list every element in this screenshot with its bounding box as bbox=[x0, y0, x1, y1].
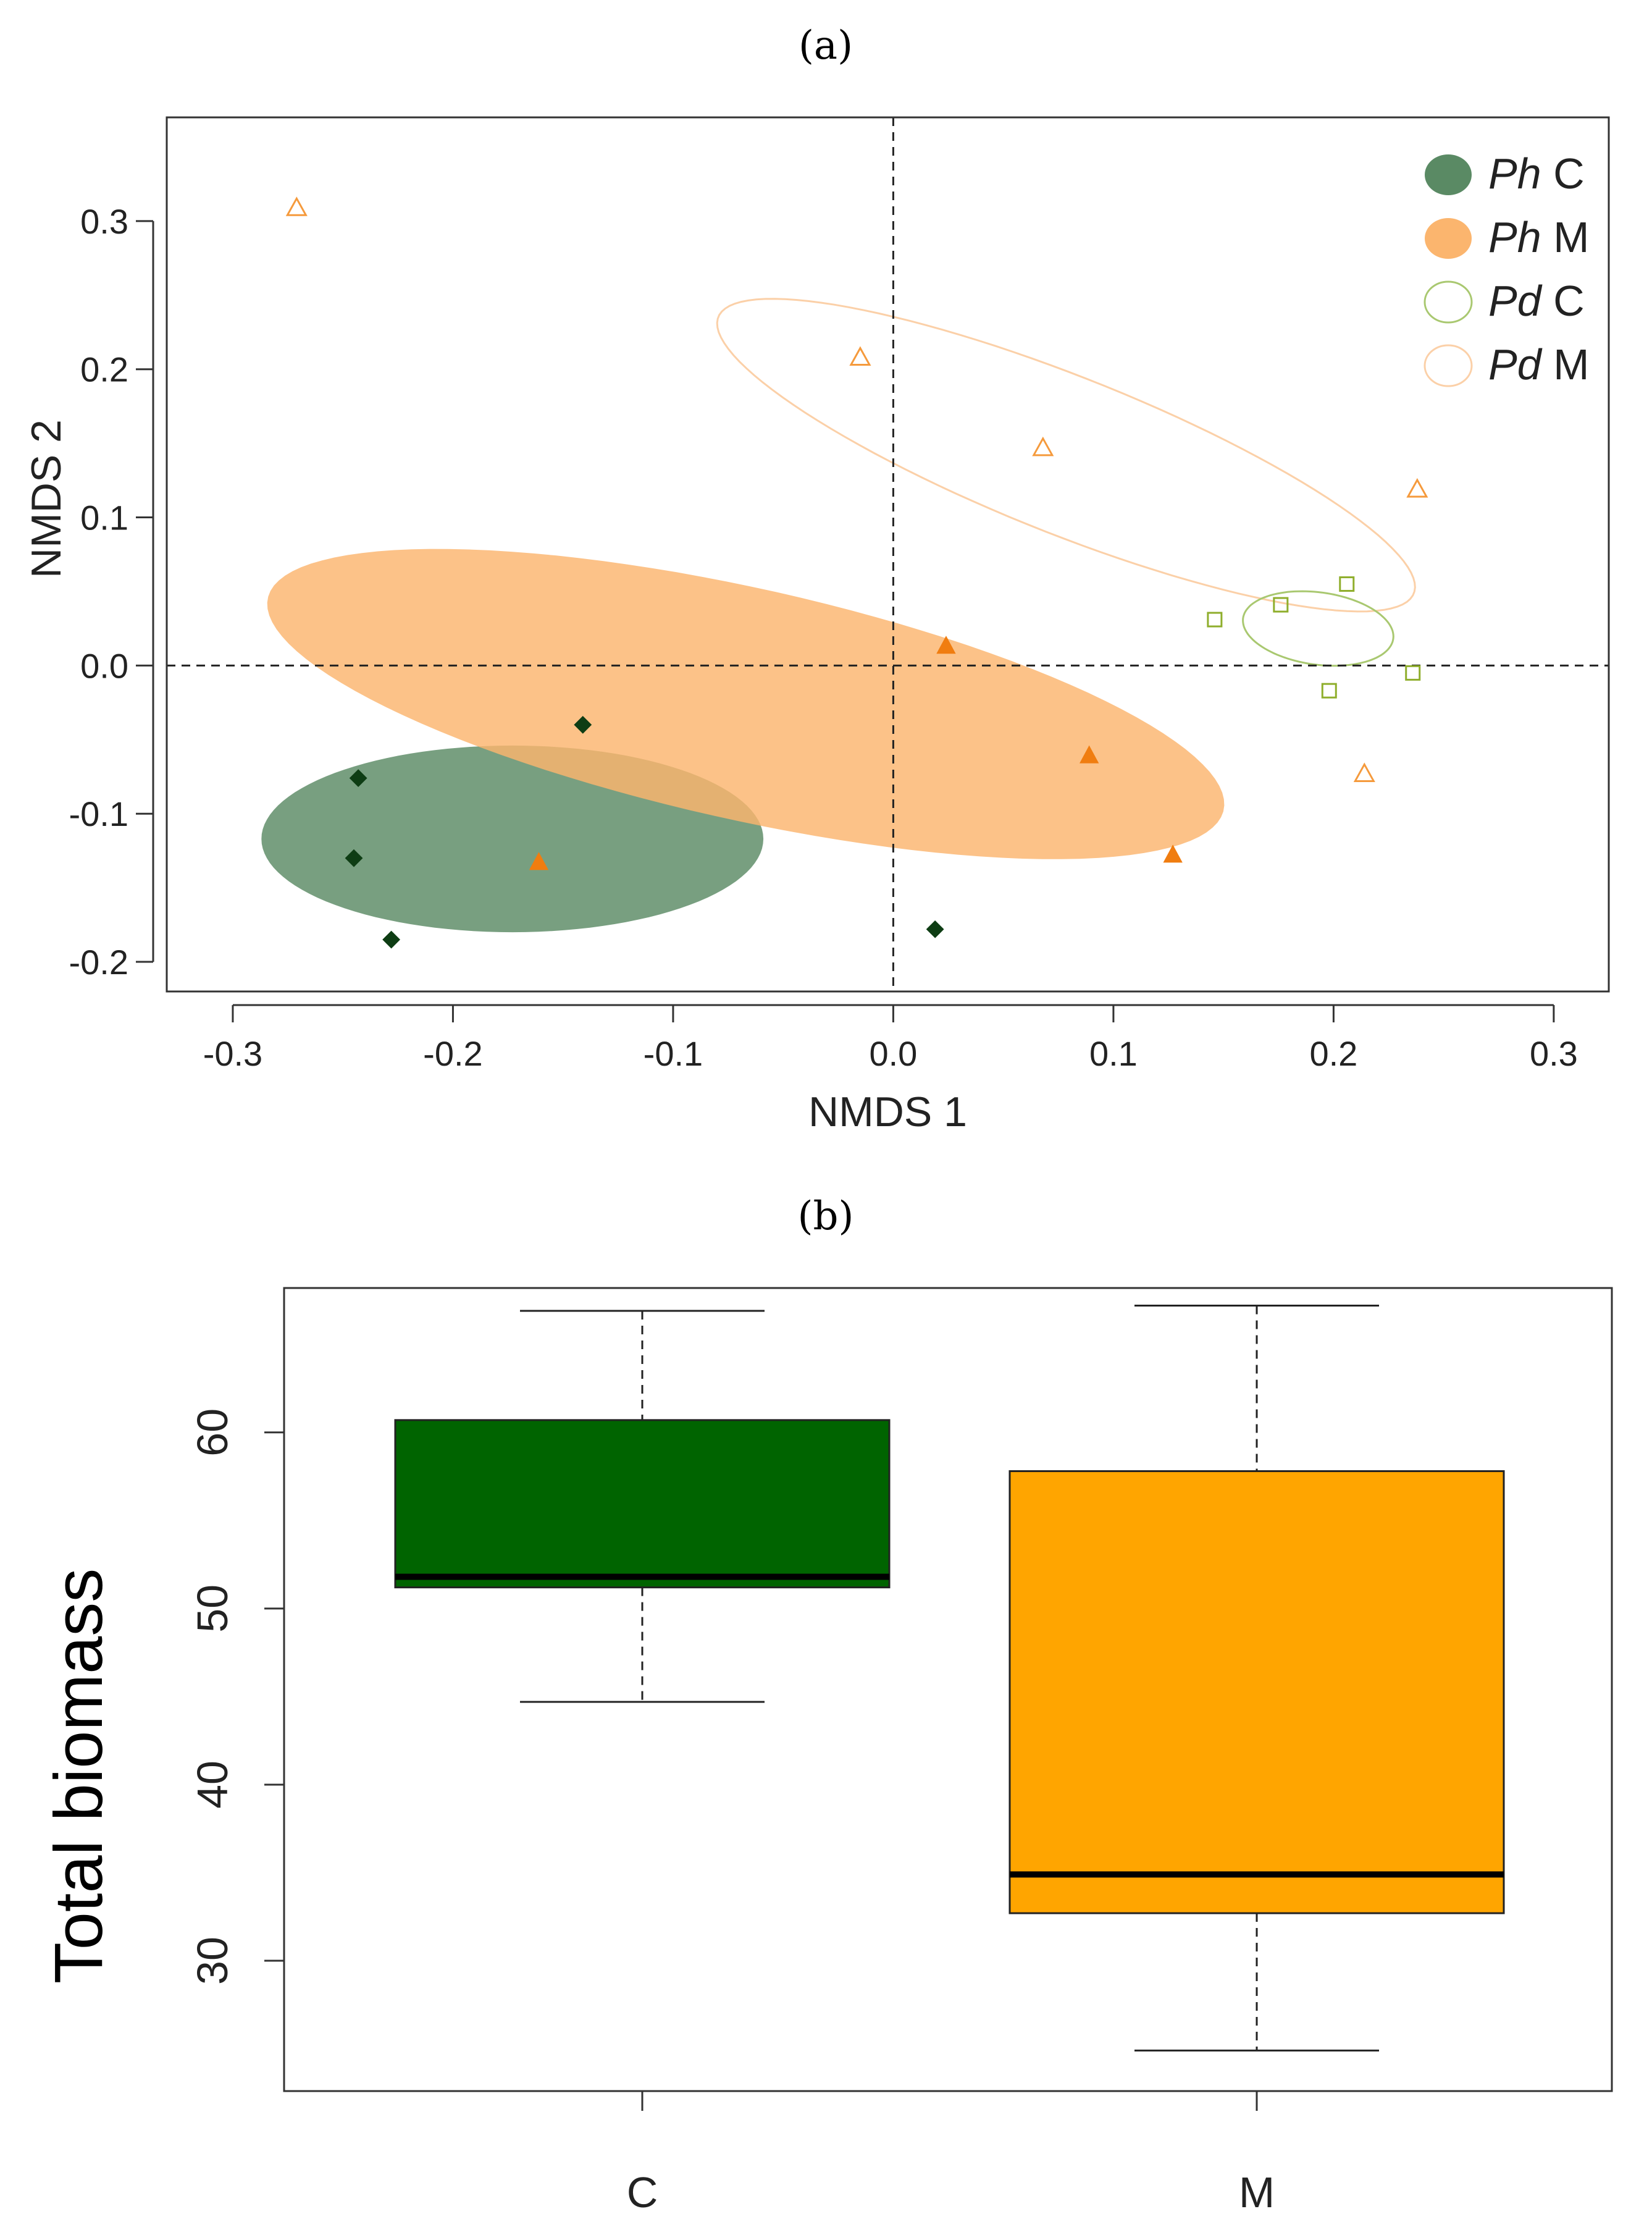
legend-label-2: Ph M bbox=[1488, 213, 1589, 261]
box-iqr bbox=[1008, 1470, 1505, 1914]
x-axis: -0.3 -0.2 -0.1 0.0 0.1 0.2 0.3 bbox=[203, 1004, 1578, 1073]
y-tick-label: -0.1 bbox=[69, 794, 129, 833]
point-pd-c-2 bbox=[1273, 597, 1289, 613]
x-tick-label-b: M bbox=[1239, 2168, 1275, 2216]
x-tick-label: 0.0 bbox=[869, 1034, 917, 1073]
point-pd-c-4 bbox=[1321, 683, 1337, 699]
ellipse-ph-m bbox=[267, 549, 1225, 859]
reference-lines bbox=[167, 117, 1609, 991]
point-ph-c-1 bbox=[349, 769, 367, 788]
panel-label-b: (b) bbox=[798, 1193, 854, 1239]
legend-label-4: Pd M bbox=[1488, 340, 1589, 389]
point-pd-m-3 bbox=[1032, 436, 1054, 457]
panel-label-a: (a) bbox=[799, 23, 853, 69]
ellipse-pd-m bbox=[716, 298, 1416, 613]
x-tick-label: 0.2 bbox=[1309, 1034, 1357, 1073]
ellipse-pd-c bbox=[1242, 590, 1394, 667]
box-m bbox=[1008, 1305, 1505, 2052]
legend-label-1: Ph C bbox=[1488, 149, 1585, 198]
y-tick-label: 0.1 bbox=[80, 499, 128, 537]
y-axis-title: NMDS 2 bbox=[23, 419, 70, 578]
point-ph-m-1 bbox=[936, 636, 956, 654]
y-tick-label: 0.2 bbox=[80, 350, 128, 389]
box-iqr bbox=[394, 1419, 891, 1589]
point-pd-m-1 bbox=[285, 196, 308, 216]
legend-key-1 bbox=[1425, 154, 1472, 195]
y-axis-b: 30 40 50 60 bbox=[188, 1408, 284, 1985]
point-ph-c-5 bbox=[926, 920, 944, 938]
point-pd-m-5 bbox=[1353, 762, 1375, 782]
point-ph-c-4 bbox=[574, 715, 592, 734]
legend-key-4 bbox=[1423, 344, 1473, 387]
x-tick-label: -0.3 bbox=[203, 1034, 263, 1073]
point-ph-m-4 bbox=[529, 852, 549, 870]
plot-frame bbox=[166, 116, 1610, 993]
point-pd-c-5 bbox=[1405, 665, 1421, 681]
x-tick-label: -0.2 bbox=[423, 1034, 483, 1073]
point-ph-c-3 bbox=[382, 930, 401, 949]
x-tick-label: -0.1 bbox=[644, 1034, 703, 1073]
scatter-points bbox=[285, 196, 1428, 949]
y-tick-label-b: 40 bbox=[188, 1761, 237, 1809]
y-axis-title-b: Total biomass bbox=[41, 1568, 117, 1984]
legend-label-3: Pd C bbox=[1488, 277, 1585, 325]
plot-frame-b bbox=[283, 1287, 1613, 2092]
point-pd-c-3 bbox=[1339, 576, 1355, 592]
boxes bbox=[394, 1305, 1505, 2052]
x-tick-label-b: C bbox=[627, 2168, 658, 2216]
y-tick-label-b: 30 bbox=[188, 1937, 237, 1985]
point-ph-c-2 bbox=[345, 849, 363, 867]
y-tick-label: 0.3 bbox=[80, 202, 128, 241]
y-tick-label-b: 60 bbox=[188, 1408, 237, 1457]
x-tick-label: 0.3 bbox=[1530, 1034, 1578, 1073]
y-axis: -0.2 -0.1 0.0 0.1 0.2 0.3 bbox=[69, 202, 154, 982]
y-tick-label: -0.2 bbox=[69, 943, 129, 982]
point-ph-m-2 bbox=[1080, 745, 1099, 764]
legend: Ph C Ph M Pd C Pd M bbox=[1423, 149, 1589, 389]
nmds-chart: -0.3 -0.2 -0.1 0.0 0.1 0.2 0.3 -0.2 -0.1 0.0 0.1 0… bbox=[23, 116, 1610, 1135]
legend-key-3 bbox=[1423, 280, 1473, 324]
point-ph-m-3 bbox=[1163, 844, 1183, 863]
box-c bbox=[394, 1310, 891, 1703]
x-axis-title: NMDS 1 bbox=[808, 1088, 967, 1135]
y-tick-label-b: 50 bbox=[188, 1585, 237, 1633]
group-ellipses bbox=[261, 298, 1416, 933]
point-pd-c-1 bbox=[1207, 612, 1223, 628]
point-pd-m-2 bbox=[849, 346, 871, 366]
y-tick-label: 0.0 bbox=[80, 646, 128, 685]
point-pd-m-4 bbox=[1406, 478, 1428, 498]
legend-key-2 bbox=[1425, 218, 1472, 259]
x-tick-label: 0.1 bbox=[1089, 1034, 1138, 1073]
